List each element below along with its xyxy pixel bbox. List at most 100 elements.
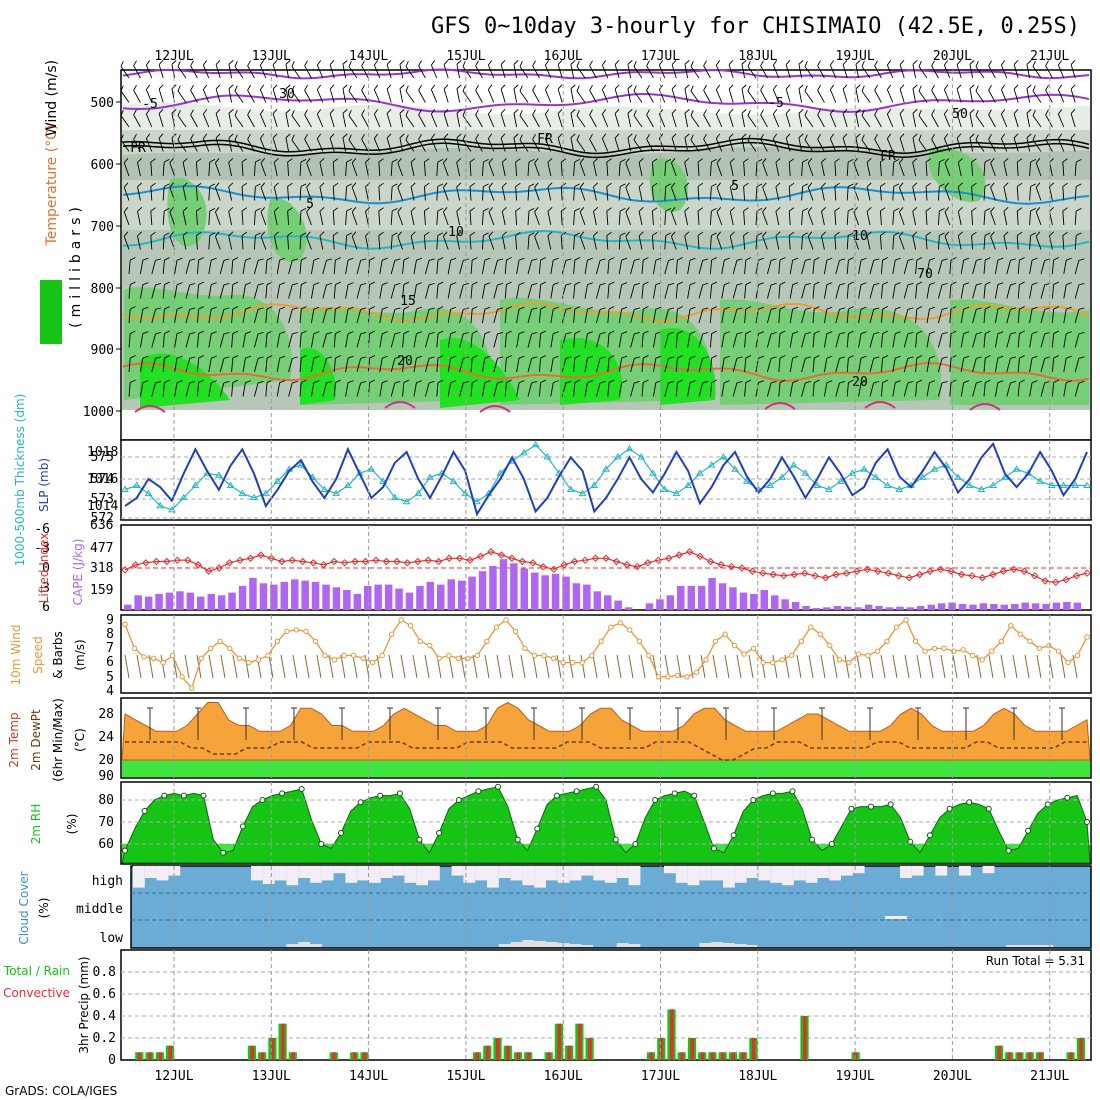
wind-barb-flag xyxy=(351,158,357,164)
cloud-low-bar xyxy=(510,942,523,947)
wind-barb-flag xyxy=(329,84,335,90)
wind-barb xyxy=(513,60,519,79)
cape-bar xyxy=(478,571,487,610)
wind-barb-staff xyxy=(975,139,985,152)
cape-bar xyxy=(979,603,988,610)
wind-barb-flag xyxy=(658,60,664,66)
wind-barb-staff xyxy=(576,90,586,103)
wind-barb-staff xyxy=(253,211,256,226)
wind-barb-staff xyxy=(755,186,758,201)
wind-barb xyxy=(345,207,352,226)
wind-barb-staff xyxy=(158,137,164,152)
wind-barb xyxy=(399,109,405,128)
cape-bar xyxy=(384,584,393,610)
wind-barb-flag xyxy=(716,207,722,213)
wind-barb-flag xyxy=(697,182,704,187)
wind-barb-flag xyxy=(513,60,519,65)
precip-convective-bar xyxy=(577,1023,582,1060)
precip-convective-bar xyxy=(741,1052,746,1060)
wind-barb xyxy=(332,207,339,226)
wind-barb-staff xyxy=(456,186,461,201)
wind-barb xyxy=(299,183,307,201)
wind-barb xyxy=(145,60,153,79)
wind-barb-flag xyxy=(1057,133,1063,139)
wind-barb xyxy=(983,207,991,226)
top-date-label: 17JUL xyxy=(641,49,680,64)
wind10-point xyxy=(541,652,547,659)
wind-barb-staff xyxy=(684,162,689,177)
wind-barb xyxy=(573,183,580,201)
wind-barb-flag xyxy=(241,158,248,163)
wind-barb-staff xyxy=(747,139,757,152)
wind-barb-flag xyxy=(957,158,963,163)
wind-barb-flag xyxy=(671,182,676,188)
rh-point xyxy=(1025,827,1032,834)
wind-barb xyxy=(397,207,404,226)
wind-barb-staff xyxy=(1003,186,1008,201)
wind-barb-staff xyxy=(944,211,951,226)
wind-barb-staff xyxy=(532,139,540,152)
wind-barb-flag xyxy=(899,133,905,139)
cloud-low-bar xyxy=(569,944,582,947)
precip-convective-bar xyxy=(291,1052,295,1060)
wind-barb-staff xyxy=(469,162,472,177)
cape-bar xyxy=(958,604,967,610)
wind-barb xyxy=(931,109,939,128)
pressure-level-label: 1000 xyxy=(83,405,114,420)
wind-barb-flag xyxy=(861,85,865,92)
wind-barb-flag xyxy=(912,182,918,188)
precip-ylabel-c: 3hr Precip (mm) xyxy=(77,956,91,1053)
wind-barb-flag xyxy=(456,182,462,188)
cloud-high-bar xyxy=(900,866,912,878)
wind-barb-flag xyxy=(483,207,489,212)
wind-barb xyxy=(762,207,768,226)
wind-barb-flag xyxy=(798,133,804,139)
wind-barb-flag xyxy=(145,109,151,115)
precip-convective-bar xyxy=(803,1016,807,1060)
wind-barb-flag xyxy=(880,158,886,163)
wind-barb xyxy=(162,183,170,201)
wind-barb-flag xyxy=(424,158,430,163)
wind-barb-flag xyxy=(969,109,975,114)
wind-barb-flag xyxy=(500,59,506,65)
wind-barb-flag xyxy=(560,207,567,212)
wind-barb xyxy=(351,182,358,201)
wind-barb-flag xyxy=(593,158,599,163)
wind-barb-flag xyxy=(316,109,322,115)
wind-barb xyxy=(618,158,626,177)
wind-barb-staff xyxy=(762,162,768,177)
wind-barb xyxy=(788,207,795,226)
wind-barb-flag xyxy=(137,158,143,163)
rh-point xyxy=(946,805,953,812)
wind-barb-staff xyxy=(879,162,882,177)
wind-barb-staff xyxy=(975,115,985,128)
wind-barb-staff xyxy=(234,90,244,103)
wind-barb xyxy=(1035,158,1042,177)
wind-barb-flag xyxy=(234,110,238,116)
wind-barb-flag xyxy=(576,85,580,92)
wind-barb xyxy=(456,84,462,103)
wind-barb-flag xyxy=(847,207,854,212)
wind-barb-flag xyxy=(729,182,735,188)
wind-barb-flag xyxy=(847,158,854,163)
wind-barb-flag xyxy=(743,158,749,163)
rh-blob-95 xyxy=(560,338,622,405)
wind-barb xyxy=(177,134,187,152)
wind10-point xyxy=(512,628,519,635)
wind-barb-flag xyxy=(886,84,892,90)
temp2m-ylabel-a: 2m Temp xyxy=(7,712,21,767)
wind-barb-staff xyxy=(316,113,324,128)
wind-barb xyxy=(886,109,894,128)
cloud-low-bar xyxy=(298,942,310,947)
wind-barb-staff xyxy=(397,187,404,201)
rh-point xyxy=(711,845,717,852)
wind-barb-staff xyxy=(215,88,221,103)
temp2m-ylabel-b: 2m DewPt xyxy=(29,709,43,771)
wind-barb xyxy=(272,59,278,79)
wind-barb xyxy=(182,207,188,226)
cape-bar xyxy=(197,596,205,610)
wind-barb xyxy=(988,133,996,152)
wind-barb-staff xyxy=(133,65,141,79)
wind-barb-staff xyxy=(788,211,791,226)
wind-barb xyxy=(532,109,540,128)
